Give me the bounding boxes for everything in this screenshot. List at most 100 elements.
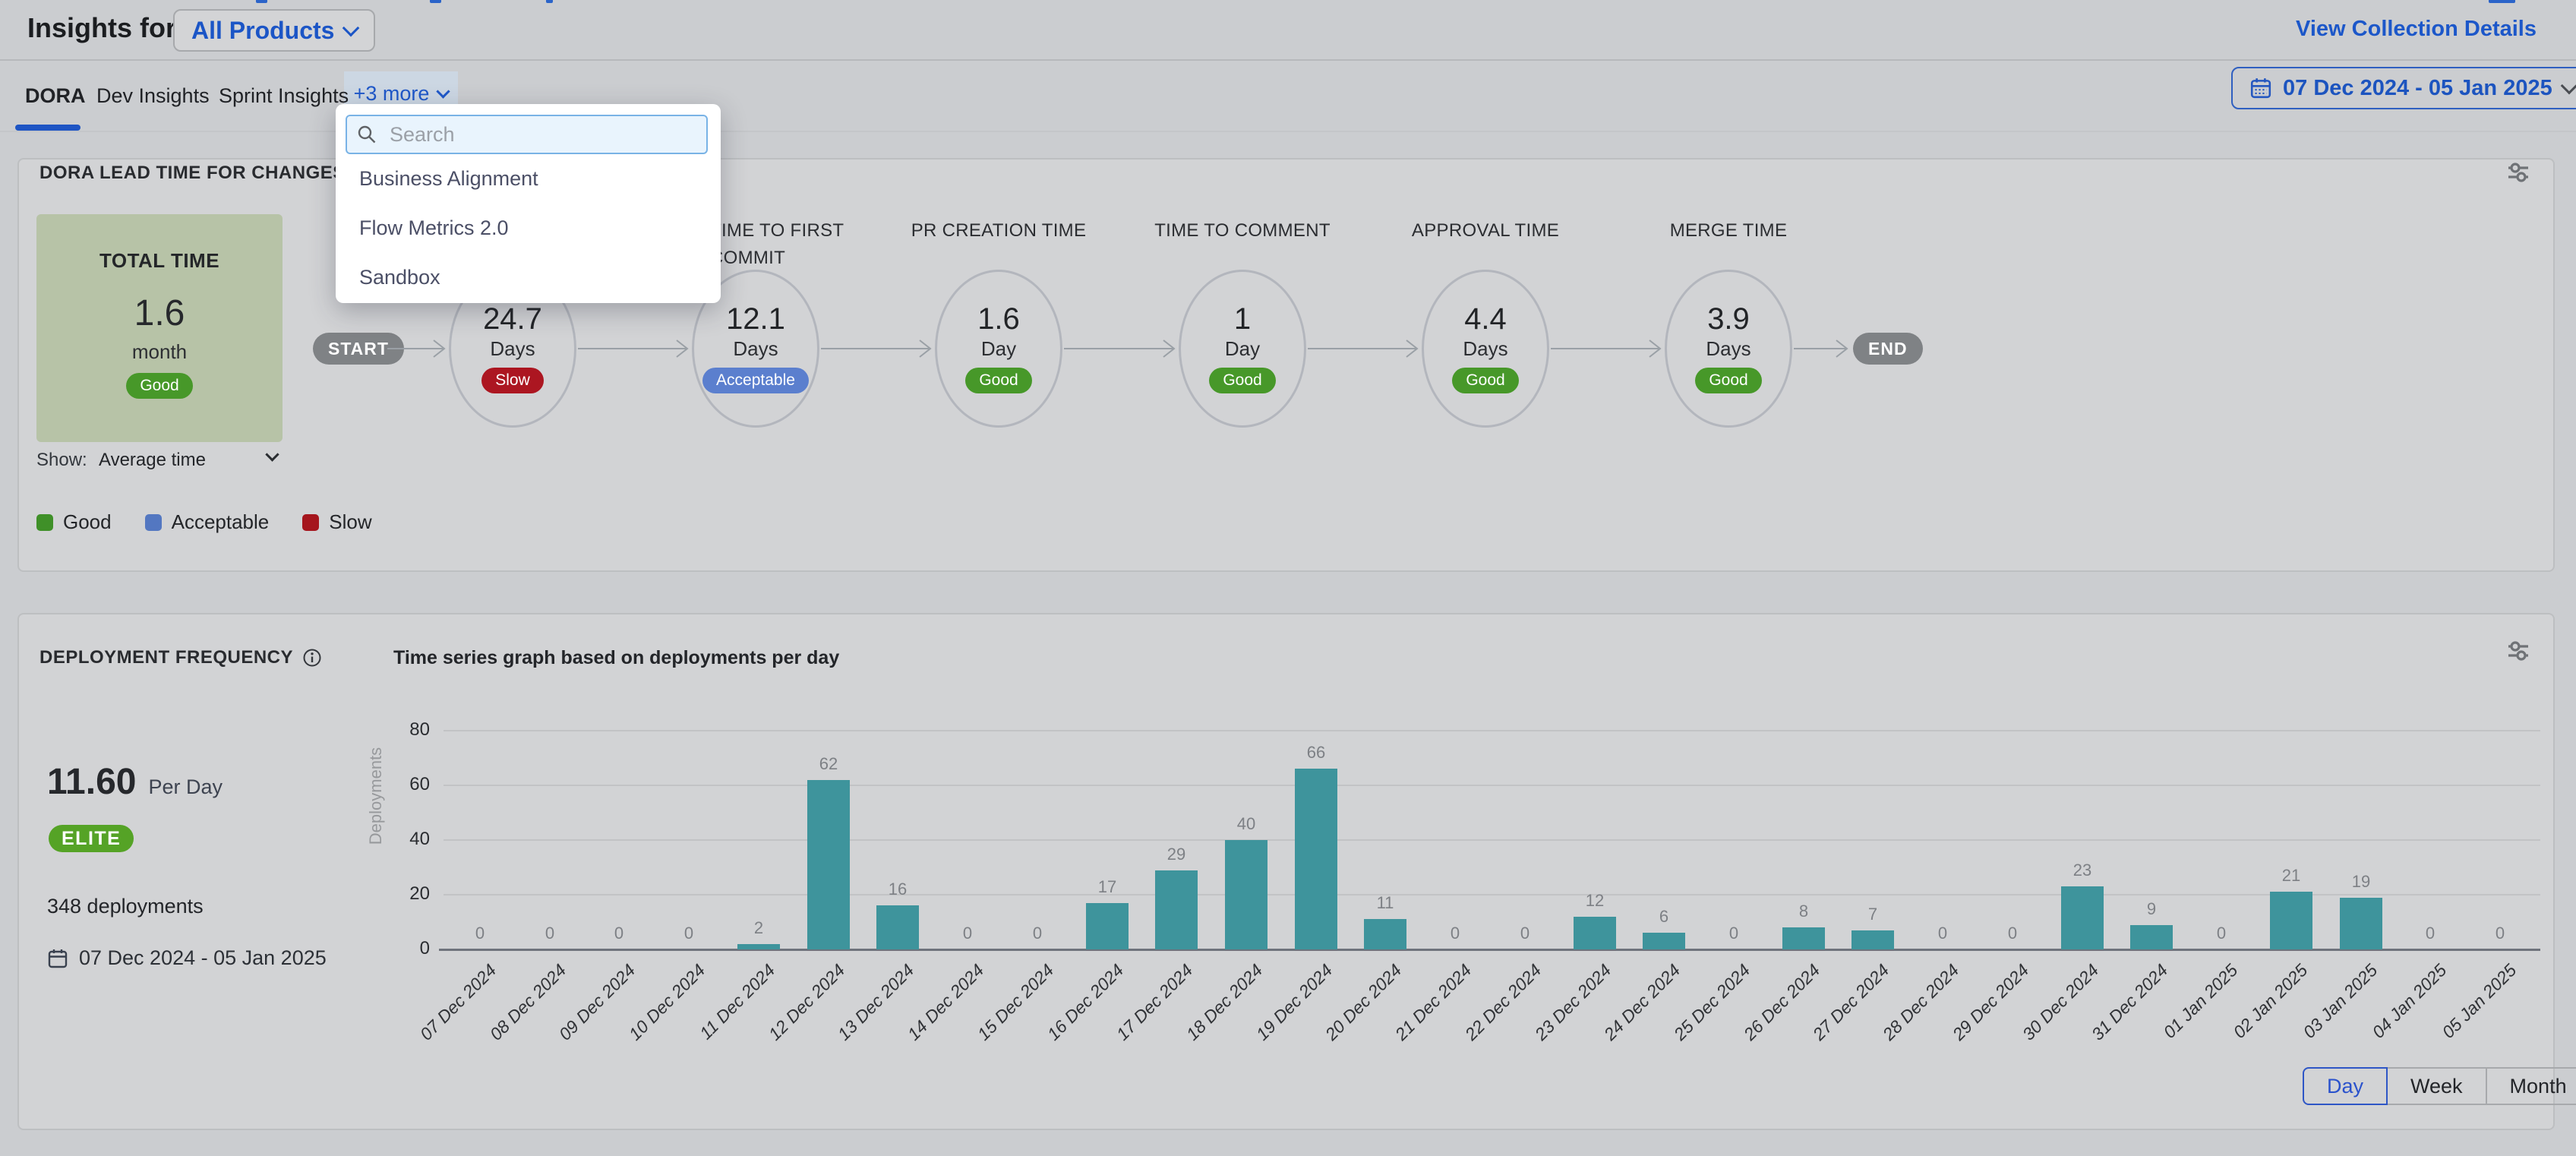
tab-dora[interactable]: DORA: [25, 84, 86, 107]
date-range-picker[interactable]: 07 Dec 2024 - 05 Jan 2025: [2231, 67, 2576, 109]
stage-label: PR CREATION TIME: [911, 220, 1087, 241]
bar-value-label: 23: [2072, 861, 2092, 880]
x-axis-line: [439, 949, 2540, 951]
header-divider: [0, 59, 2576, 61]
gridline: [444, 839, 2540, 841]
bar: [1852, 930, 1894, 949]
deployment-card-title: DEPLOYMENT FREQUENCY: [39, 647, 294, 668]
stage-rating-badge: Good: [1209, 368, 1276, 393]
arrow-icon: [1551, 340, 1662, 358]
stage-node: 4.4 Days Good: [1422, 270, 1549, 428]
stage-label: APPROVAL TIME: [1411, 220, 1560, 241]
tab-dev-insights[interactable]: Dev Insights: [96, 84, 210, 107]
tab-sprint-insights[interactable]: Sprint Insights: [219, 84, 349, 107]
dropdown-item-flow-metrics-2-0[interactable]: Flow Metrics 2.0: [359, 216, 509, 239]
granularity-day-button[interactable]: Day: [2303, 1067, 2388, 1105]
bar-value-label: 62: [819, 754, 838, 773]
arrow-icon: [1064, 340, 1176, 358]
total-time-value: 1.6: [134, 293, 185, 333]
bar-value-label: 0: [2495, 924, 2505, 943]
stage-rating-badge: Good: [1452, 368, 1519, 393]
show-label: Show:: [36, 450, 87, 470]
collection-selector[interactable]: All Products: [173, 9, 376, 52]
stage-unit: Day: [980, 337, 1017, 360]
view-collection-details-link[interactable]: View Collection Details: [2296, 17, 2537, 41]
bar: [1643, 933, 1685, 949]
dropdown-item-sandbox[interactable]: Sandbox: [359, 266, 440, 289]
dropdown-item-business-alignment[interactable]: Business Alignment: [359, 167, 538, 190]
legend-item: Slow: [302, 510, 372, 534]
y-axis-label: 20: [409, 883, 430, 904]
search-input[interactable]: [346, 115, 708, 154]
bar-value-label: 6: [1659, 907, 1669, 926]
bar-value-label: 11: [1376, 893, 1394, 912]
stage-unit: Days: [1463, 337, 1508, 360]
granularity-week-button[interactable]: Week: [2386, 1067, 2487, 1105]
flow-end-pill: END: [1853, 333, 1923, 365]
bar-value-label: 16: [888, 880, 908, 899]
gridline: [444, 785, 2540, 786]
stage-value: 4.4: [1464, 302, 1507, 336]
chart-subtitle: Time series graph based on deployments p…: [393, 647, 840, 668]
gridline: [444, 894, 2540, 895]
y-axis-label: 0: [419, 938, 430, 959]
clipped-header-fragment: [546, 0, 553, 3]
collection-selector-label: All Products: [191, 16, 335, 44]
rating-legend: Good Acceptable Slow: [36, 510, 406, 534]
calendar-icon: [48, 949, 68, 968]
clipped-header-fragment: [430, 0, 441, 3]
stage-node: 1.6 Day Good: [935, 270, 1062, 428]
chevron-down-icon: [436, 84, 451, 99]
stage-value: 1.6: [977, 302, 1020, 336]
stage-value: 12.1: [726, 302, 785, 336]
deployment-rate-unit: Per Day: [148, 775, 223, 798]
arrow-icon: [1794, 340, 1848, 358]
info-icon[interactable]: [302, 648, 322, 668]
bar-value-label: 21: [2281, 866, 2301, 885]
bar-value-label: 0: [2425, 924, 2436, 943]
legend-swatch: [302, 513, 320, 531]
chevron-down-icon: [343, 19, 360, 37]
legend-swatch: [36, 513, 53, 531]
stage-label: MERGE TIME: [1669, 220, 1788, 241]
stage-label: TIME TO FIRST COMMIT: [710, 220, 844, 268]
total-time-label: TOTAL TIME: [99, 249, 220, 272]
bar: [1364, 919, 1406, 949]
y-axis-title: Deployments: [366, 747, 385, 845]
bar-value-label: 29: [1166, 845, 1186, 864]
legend-swatch: [144, 513, 162, 531]
legend-item: Good: [36, 510, 112, 534]
card-date-range: 07 Dec 2024 - 05 Jan 2025: [79, 946, 327, 969]
page-title: Insights for: [27, 12, 176, 43]
bar-value-label: 0: [475, 924, 485, 943]
bar-value-label: 9: [2146, 899, 2157, 918]
bar-value-label: 0: [2216, 924, 2227, 943]
show-metric-select[interactable]: Average time: [99, 450, 206, 470]
stage-unit: Days: [733, 337, 778, 360]
stage-value: 3.9: [1707, 302, 1750, 336]
widget-settings-icon[interactable]: [2506, 161, 2530, 184]
total-time-unit: month: [131, 340, 188, 363]
search-icon: [358, 125, 376, 144]
bar: [876, 905, 919, 949]
total-time-panel: TOTAL TIME 1.6 month Good: [36, 214, 283, 442]
clipped-header-fragment: [2489, 0, 2515, 3]
deployment-rate-value: 11.60: [47, 762, 137, 802]
bar-value-label: 66: [1306, 743, 1326, 762]
bar: [807, 780, 850, 949]
granularity-month-button[interactable]: Month: [2485, 1067, 2576, 1105]
stage-value: 1: [1233, 302, 1252, 336]
more-tabs-dropdown: Business Alignment Flow Metrics 2.0 Sandbo…: [336, 104, 721, 303]
bar-value-label: 0: [1450, 924, 1460, 943]
bar-value-label: 0: [2007, 924, 2018, 943]
widget-settings-icon[interactable]: [2506, 640, 2530, 662]
bar-value-label: 19: [2351, 872, 2371, 891]
deployment-frequency-card: [17, 613, 2555, 1130]
total-deployments-label: 348 deployments: [47, 895, 204, 918]
bar: [2340, 898, 2382, 949]
bar-value-label: 12: [1585, 891, 1605, 910]
bar-value-label: 2: [753, 918, 764, 937]
y-axis-label: 80: [409, 719, 430, 740]
stage-unit: Days: [1706, 337, 1751, 360]
stage-rating-badge: Good: [1695, 368, 1762, 393]
